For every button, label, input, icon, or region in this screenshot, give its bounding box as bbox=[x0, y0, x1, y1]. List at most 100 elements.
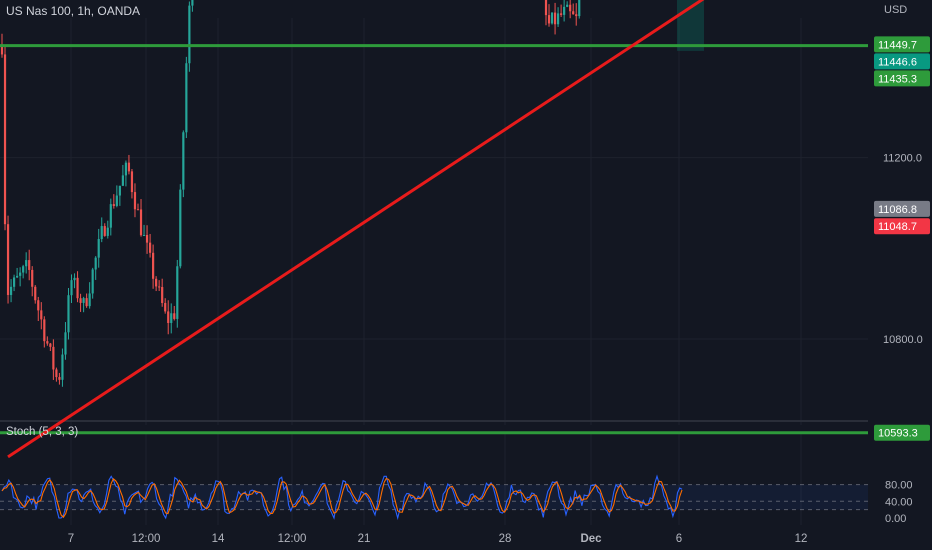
price-axis-bg[interactable] bbox=[868, 0, 932, 550]
price-label-box bbox=[874, 218, 930, 235]
candle-body bbox=[64, 332, 67, 355]
candle-body bbox=[46, 341, 49, 344]
horizontal-levels[interactable] bbox=[0, 0, 868, 435]
candle-body bbox=[94, 257, 97, 270]
candle-body bbox=[145, 235, 149, 243]
stoch-d-line bbox=[1, 477, 683, 519]
time-tick-label: 12:00 bbox=[278, 533, 307, 545]
candle-body bbox=[164, 302, 167, 312]
candle-body bbox=[76, 277, 79, 299]
candles bbox=[0, 0, 581, 387]
candle-body bbox=[133, 192, 137, 210]
candle-body bbox=[572, 11, 575, 15]
time-tick-label: 12 bbox=[795, 533, 808, 545]
candle-body bbox=[139, 209, 143, 236]
candle-body bbox=[82, 298, 85, 303]
candle-body bbox=[118, 185, 121, 196]
candle-body bbox=[560, 13, 563, 15]
candle-body bbox=[70, 280, 73, 296]
stoch-axis: 0.00 40.00 80.00 bbox=[885, 480, 913, 525]
candle-body bbox=[578, 0, 581, 17]
candle-body bbox=[6, 224, 10, 295]
time-tick-label: 6 bbox=[676, 533, 682, 545]
price-labels: 12109.211990.711814.411783.811726.411449… bbox=[874, 36, 930, 441]
currency-label: USD bbox=[884, 4, 908, 16]
grid bbox=[0, 18, 868, 525]
candle-body bbox=[185, 63, 188, 133]
price-label-text: 10593.3 bbox=[878, 428, 918, 440]
candle-body bbox=[103, 226, 106, 236]
price-label-box bbox=[874, 70, 930, 87]
candle-body bbox=[566, 4, 569, 7]
candle-body bbox=[121, 175, 124, 186]
price-label-text: 11048.7 bbox=[878, 221, 917, 233]
candle-body bbox=[188, 5, 191, 64]
candle-body bbox=[173, 313, 176, 319]
candle-body bbox=[49, 343, 52, 347]
candle-body bbox=[25, 260, 28, 267]
candle-body bbox=[148, 242, 152, 253]
candle-body bbox=[575, 14, 578, 17]
candle-body bbox=[97, 239, 100, 258]
candle-body bbox=[167, 311, 170, 323]
time-axis[interactable]: 7 12:00 14 12:00 21 28 Dec 6 12 bbox=[68, 533, 808, 545]
candle-body bbox=[152, 252, 155, 279]
candle-body bbox=[88, 293, 91, 307]
candle-body bbox=[544, 0, 548, 16]
candle-body bbox=[100, 226, 103, 240]
candle-body bbox=[40, 310, 43, 320]
candle-body bbox=[28, 260, 31, 270]
candle-body bbox=[73, 277, 76, 281]
candle-body bbox=[170, 313, 173, 323]
candle-body bbox=[550, 12, 554, 24]
candle-body bbox=[16, 275, 19, 278]
stoch-title[interactable]: Stoch (5, 3, 3) bbox=[6, 426, 79, 438]
price-label-text: 11086.8 bbox=[878, 204, 917, 216]
time-tick-label: 21 bbox=[358, 533, 371, 545]
time-tick-label: 14 bbox=[212, 533, 225, 545]
stoch-k-line bbox=[1, 474, 683, 521]
symbol-title[interactable]: US Nas 100, 1h, OANDA bbox=[6, 4, 141, 18]
candle-body bbox=[142, 235, 146, 237]
trend-line[interactable] bbox=[7, 0, 834, 459]
candle-body bbox=[556, 13, 560, 25]
candle-body bbox=[31, 269, 34, 287]
trend-lines[interactable] bbox=[7, 0, 903, 459]
candle-body bbox=[553, 12, 557, 25]
candle-body bbox=[106, 227, 109, 236]
price-label-box bbox=[874, 200, 930, 217]
candle-body bbox=[52, 346, 55, 370]
candle-body bbox=[67, 295, 70, 333]
price-label-text: 11435.3 bbox=[878, 73, 917, 85]
candle-body bbox=[34, 286, 37, 301]
stoch-tick-label: 0.00 bbox=[885, 513, 906, 525]
price-tick-label: 10800.0 bbox=[883, 334, 923, 346]
candle-body bbox=[112, 204, 115, 206]
candle-body bbox=[161, 287, 164, 303]
candle-body bbox=[22, 266, 25, 273]
candle-body bbox=[61, 354, 64, 380]
candle-body bbox=[109, 204, 112, 228]
candle-body bbox=[12, 277, 16, 287]
candle-body bbox=[37, 300, 40, 311]
price-label-text: 11446.6 bbox=[878, 56, 917, 68]
candle-body bbox=[158, 286, 161, 288]
stoch-tick-label: 80.00 bbox=[885, 480, 913, 492]
candle-body bbox=[124, 162, 128, 176]
candle-body bbox=[182, 132, 185, 190]
candle-body bbox=[127, 162, 131, 172]
candle-body bbox=[136, 209, 140, 211]
candle-body bbox=[179, 189, 182, 267]
stoch-lines bbox=[1, 474, 683, 521]
candle-body bbox=[9, 286, 13, 295]
candle-body bbox=[115, 195, 118, 206]
price-tick-label: 11200.0 bbox=[883, 153, 922, 165]
candle-body bbox=[569, 4, 572, 12]
time-tick-label: 28 bbox=[499, 533, 512, 545]
time-tick-label: 7 bbox=[68, 533, 74, 545]
candle-body bbox=[19, 272, 22, 276]
price-label-box bbox=[874, 424, 930, 441]
candle-body bbox=[85, 298, 88, 307]
